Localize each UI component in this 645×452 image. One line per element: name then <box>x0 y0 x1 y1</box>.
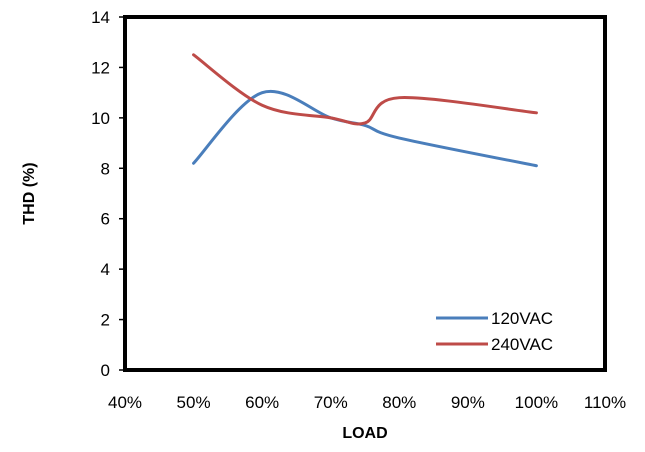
legend-label: 240VAC <box>491 335 553 354</box>
legend: 120VAC 240VAC <box>436 309 553 354</box>
y-tick-label: 2 <box>101 311 110 330</box>
x-tick-label: 60% <box>245 393 279 412</box>
y-tick-label: 6 <box>101 210 110 229</box>
y-tick-label: 4 <box>101 260 110 279</box>
y-axis-title: THD (%) <box>21 162 38 224</box>
plot-frame <box>123 15 607 372</box>
x-tick-label: 90% <box>451 393 485 412</box>
x-tick-label: 100% <box>515 393 558 412</box>
y-tick-label: 14 <box>91 8 110 27</box>
y-tick-label: 10 <box>91 109 110 128</box>
series-line-240vac <box>192 53 538 126</box>
x-tick-label: 40% <box>108 393 142 412</box>
y-tick-label: 12 <box>91 58 110 77</box>
x-tick-label: 110% <box>584 393 626 412</box>
x-tick-label: 70% <box>314 393 348 412</box>
x-tick-label: 50% <box>177 393 211 412</box>
legend-label: 120VAC <box>491 309 553 328</box>
x-axis-title: LOAD <box>342 425 387 442</box>
y-tick-label: 8 <box>101 159 110 178</box>
plot-area <box>125 17 605 370</box>
y-tick-label: 0 <box>101 361 110 380</box>
x-tick-label: 80% <box>382 393 416 412</box>
